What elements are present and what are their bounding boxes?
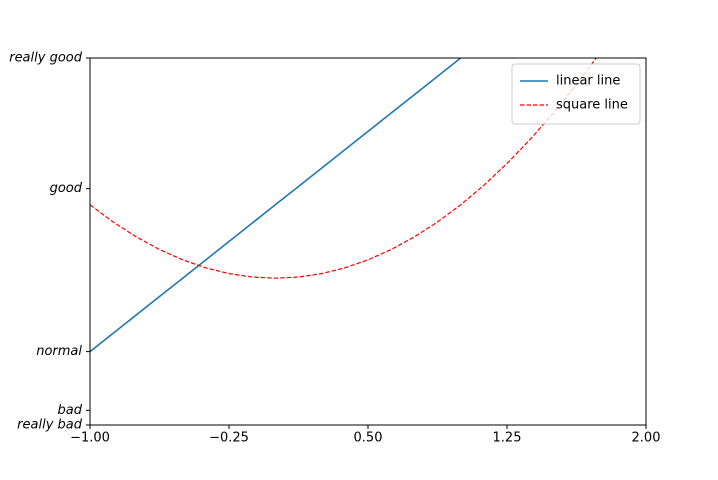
x-tick-label: 2.00	[632, 431, 661, 446]
x-tick-label: −0.25	[209, 431, 249, 446]
x-tick-label: 0.50	[354, 431, 383, 446]
y-tick-label: good	[50, 181, 83, 196]
y-tick-label: bad	[58, 403, 83, 418]
x-tick-label: 1.25	[493, 431, 522, 446]
legend-label: linear line	[556, 74, 620, 89]
y-tick-label: really good	[9, 51, 83, 66]
y-tick-label: normal	[36, 344, 82, 359]
legend-label: square line	[556, 98, 628, 113]
legend-box	[511, 63, 641, 125]
data-line	[90, 58, 462, 353]
legend: linear line square line	[511, 63, 641, 125]
x-tick-label: −1.00	[70, 431, 110, 446]
y-tick-label: really bad	[17, 418, 83, 433]
